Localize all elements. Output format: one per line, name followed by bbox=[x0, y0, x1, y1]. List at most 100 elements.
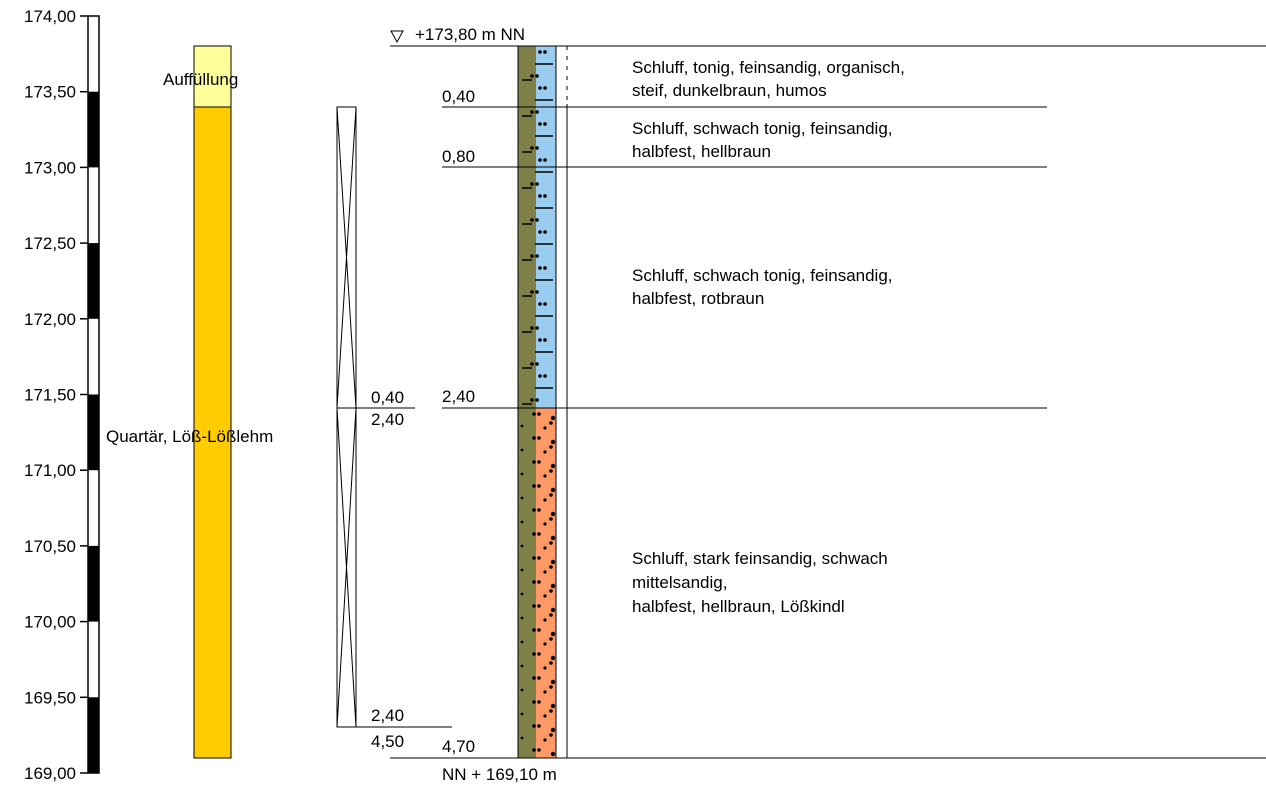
fill-label: Auffüllung bbox=[163, 70, 238, 89]
gravel-symbol bbox=[549, 517, 553, 521]
sand-symbol bbox=[543, 338, 547, 342]
sand-symbol bbox=[535, 326, 539, 330]
gravel-symbol bbox=[550, 439, 556, 445]
layer-1-line-2: steif, dunkelbraun, humos bbox=[632, 81, 827, 100]
profile-strip bbox=[518, 46, 536, 758]
gravel-symbol bbox=[550, 751, 556, 757]
scale-block bbox=[88, 545, 99, 622]
layer-3-line-1: Schluff, schwach tonig, feinsandig, bbox=[632, 266, 893, 285]
gravel-symbol bbox=[549, 613, 553, 617]
scale-block bbox=[88, 243, 99, 319]
sand-symbol bbox=[543, 158, 547, 162]
sand-symbol bbox=[532, 460, 536, 464]
sand-symbol bbox=[535, 146, 539, 150]
profile-column: +173,80 m NN NN + 169,10 m 0,40 0,80 2,4… bbox=[390, 25, 1266, 784]
gravel-symbol bbox=[549, 469, 553, 473]
sample-box-1-cross-b bbox=[336, 106, 357, 409]
sand-symbol bbox=[537, 724, 541, 728]
sand-symbol bbox=[535, 254, 539, 258]
sand-symbol bbox=[543, 194, 547, 198]
sand-symbol bbox=[535, 182, 539, 186]
sand-symbol bbox=[543, 50, 547, 54]
scale-tick-label: 172,50 bbox=[24, 234, 76, 253]
sand-symbol bbox=[537, 460, 541, 464]
sand-symbol bbox=[530, 110, 534, 114]
gravel-symbol bbox=[549, 709, 553, 713]
gravel-symbol bbox=[549, 685, 553, 689]
sand-symbol bbox=[538, 158, 542, 162]
gravel-symbol bbox=[550, 679, 556, 685]
sand-symbol bbox=[532, 436, 536, 440]
top-elevation-label: +173,80 m NN bbox=[415, 25, 525, 44]
gravel-symbol bbox=[543, 594, 547, 598]
gravel-symbol bbox=[520, 664, 524, 668]
gravel-symbol bbox=[549, 493, 553, 497]
scale-block bbox=[88, 91, 99, 168]
gravel-symbol bbox=[543, 498, 547, 502]
sand-symbol bbox=[532, 532, 536, 536]
gravel-symbol bbox=[520, 424, 524, 428]
sand-symbol bbox=[535, 218, 539, 222]
sand-symbol bbox=[532, 508, 536, 512]
sand-symbol bbox=[532, 412, 536, 416]
layer-description-4: Schluff, stark feinsandig, schwach mitte… bbox=[632, 549, 888, 616]
sand-symbol bbox=[538, 194, 542, 198]
layer-description-3: Schluff, schwach tonig, feinsandig, halb… bbox=[632, 266, 893, 308]
gravel-symbol bbox=[550, 511, 556, 517]
gravel-symbol bbox=[549, 589, 553, 593]
gravel-symbol bbox=[543, 570, 547, 574]
sand-symbol bbox=[537, 532, 541, 536]
sand-symbol bbox=[530, 326, 534, 330]
gravel-symbol bbox=[549, 541, 553, 545]
water-level-icon bbox=[390, 30, 404, 44]
sand-symbol bbox=[530, 254, 534, 258]
gravel-symbol bbox=[550, 487, 556, 493]
sample-box-2 bbox=[336, 407, 357, 728]
gravel-symbol bbox=[549, 445, 553, 449]
layer-description-1: Schluff, tonig, feinsandig, organisch, s… bbox=[632, 58, 905, 100]
sand-symbol bbox=[532, 628, 536, 632]
layer-1-line-1: Schluff, tonig, feinsandig, organisch, bbox=[632, 58, 905, 77]
sand-symbol bbox=[543, 266, 547, 270]
scale-tick-label: 171,50 bbox=[24, 386, 76, 405]
sand-symbol bbox=[530, 74, 534, 78]
scale-tick-label: 171,00 bbox=[24, 461, 76, 480]
sample-label-1-bottom: 0,40 bbox=[371, 388, 404, 407]
gravel-symbol bbox=[550, 655, 556, 661]
sand-symbol bbox=[538, 266, 542, 270]
gravel-symbol bbox=[550, 583, 556, 589]
scale-block bbox=[88, 394, 99, 471]
gravel-symbol bbox=[543, 738, 547, 742]
stratigraphy-column: Auffüllung Quartär, Löß-Lößlehm bbox=[106, 45, 273, 759]
sand-symbol bbox=[530, 182, 534, 186]
sand-symbol bbox=[537, 412, 541, 416]
sand-symbol bbox=[532, 556, 536, 560]
gravel-symbol bbox=[550, 415, 556, 421]
gravel-symbol bbox=[549, 637, 553, 641]
depth-label-2-40: 2,40 bbox=[442, 387, 475, 406]
scale-tick-label: 170,50 bbox=[24, 537, 76, 556]
sand-symbol bbox=[535, 74, 539, 78]
sand-symbol bbox=[532, 724, 536, 728]
sand-symbol bbox=[535, 398, 539, 402]
sand-symbol bbox=[543, 302, 547, 306]
gravel-symbol bbox=[549, 565, 553, 569]
gravel-symbol bbox=[550, 535, 556, 541]
gravel-symbol bbox=[543, 546, 547, 550]
gravel-symbol bbox=[550, 703, 556, 709]
gravel-symbol bbox=[520, 520, 524, 524]
sand-symbol bbox=[543, 374, 547, 378]
gravel-symbol bbox=[520, 616, 524, 620]
depth-label-4-70: 4,70 bbox=[442, 737, 475, 756]
sand-symbol bbox=[538, 50, 542, 54]
sampling-column: 0,40 2,40 2,40 4,50 bbox=[336, 106, 452, 751]
gravel-symbol bbox=[543, 474, 547, 478]
scale-tick-label: 174,00 bbox=[24, 7, 76, 26]
scale-block bbox=[88, 697, 99, 773]
sand-symbol bbox=[537, 556, 541, 560]
sample-label-final-depth: 4,50 bbox=[371, 732, 404, 751]
layer-3-line-2: halbfest, rotbraun bbox=[632, 289, 764, 308]
quaternary-layer bbox=[193, 106, 232, 759]
sand-symbol bbox=[538, 230, 542, 234]
